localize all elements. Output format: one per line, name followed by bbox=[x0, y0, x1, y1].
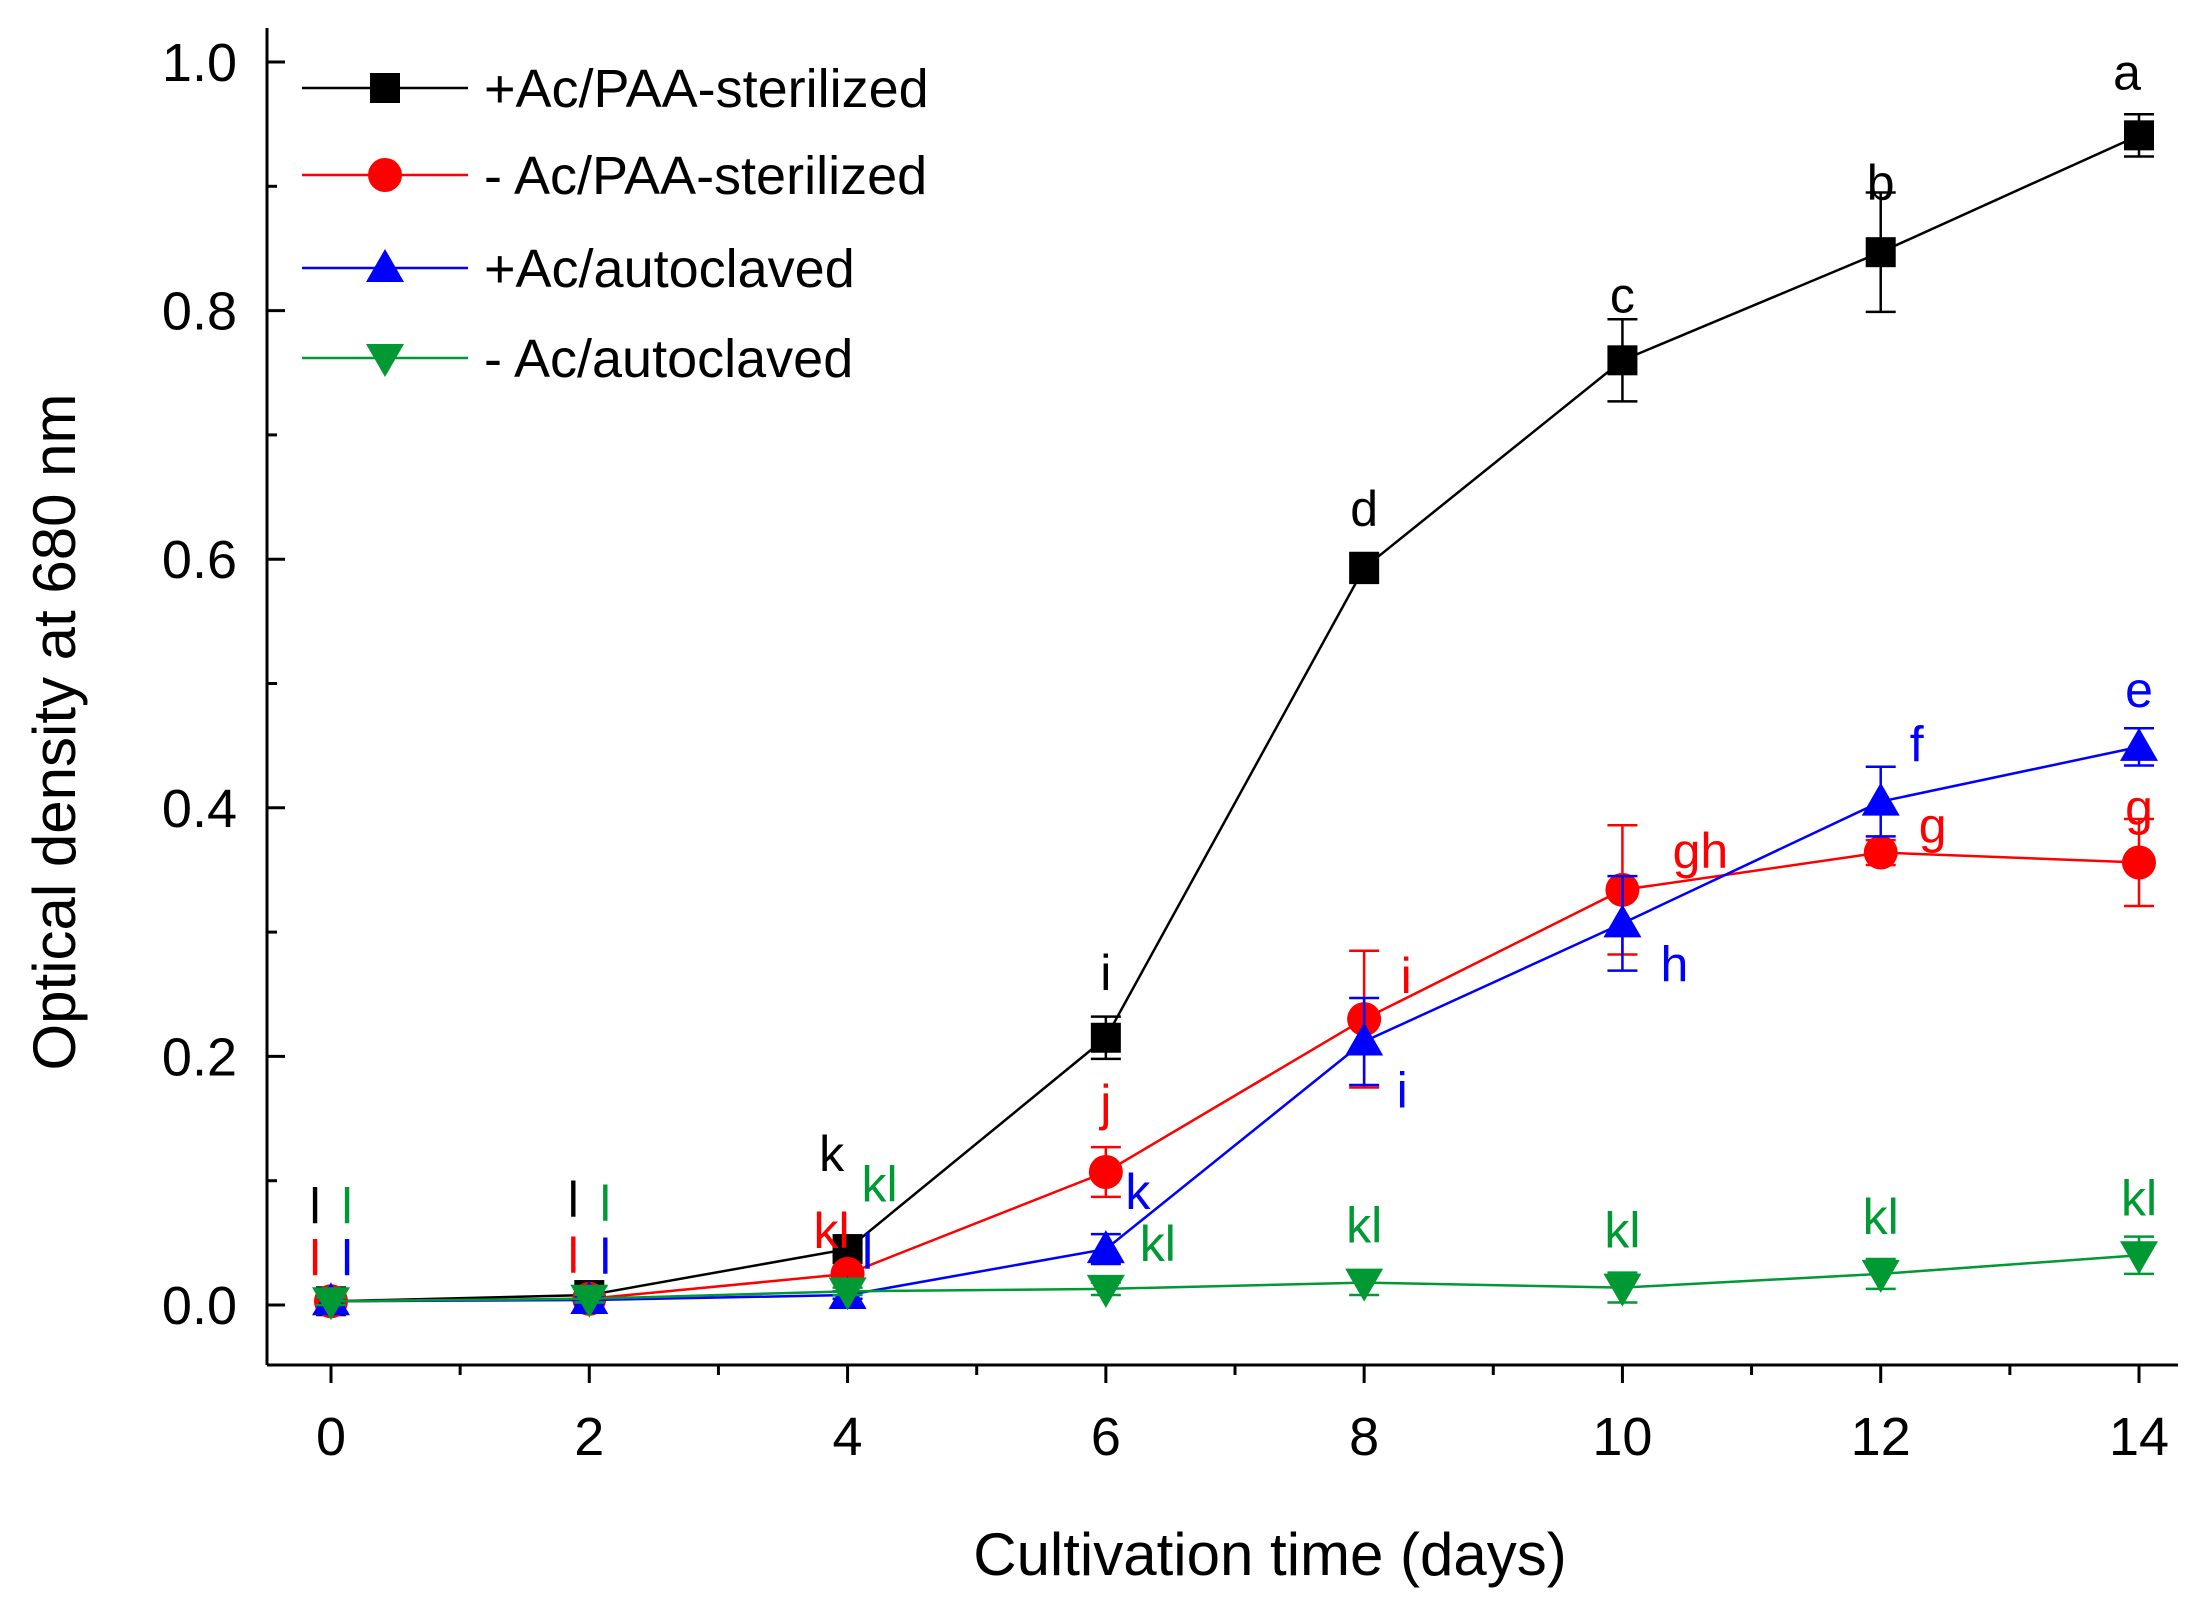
significance-letter: kl bbox=[2121, 1170, 2157, 1226]
y-tick-label: 0.8 bbox=[162, 282, 237, 342]
data-point bbox=[1863, 835, 1898, 870]
significance-letter: j bbox=[1098, 1075, 1111, 1131]
data-point bbox=[1086, 1274, 1125, 1308]
data-point bbox=[1086, 1230, 1125, 1264]
x-axis-title: Cultivation time (days) bbox=[973, 1521, 1567, 1588]
significance-letter: b bbox=[1867, 155, 1895, 211]
legend: +Ac/PAA-sterilized - Ac/PAA-sterilized +Ac… bbox=[302, 59, 929, 389]
data-point bbox=[312, 1287, 350, 1321]
significance-letter: i bbox=[1401, 948, 1412, 1004]
significance-letter: l bbox=[862, 1224, 873, 1280]
data-point bbox=[2124, 120, 2154, 151]
data-point bbox=[828, 1277, 867, 1311]
significance-letter: h bbox=[1661, 936, 1689, 992]
legend-item-1: - Ac/PAA-sterilized bbox=[302, 146, 927, 206]
x-tick-label: 2 bbox=[574, 1407, 604, 1467]
significance-letter: l bbox=[600, 1229, 611, 1285]
series-line bbox=[330, 851, 2140, 1303]
y-tick-label: 0.2 bbox=[162, 1027, 237, 1087]
series-line bbox=[330, 745, 2140, 1303]
data-point bbox=[2120, 727, 2158, 761]
x-tick-label: 12 bbox=[1851, 1407, 1911, 1467]
legend-label: +Ac/autoclaved bbox=[484, 239, 855, 299]
x-tick-label: 6 bbox=[1091, 1407, 1121, 1467]
data-point bbox=[570, 1284, 609, 1318]
x-tick-label: 0 bbox=[316, 1407, 346, 1467]
significance-letter: l bbox=[600, 1176, 611, 1232]
data-point bbox=[1861, 782, 1900, 816]
legend-label: - Ac/autoclaved bbox=[484, 329, 853, 389]
significance-letter: g bbox=[2125, 779, 2153, 835]
legend-marker bbox=[370, 73, 400, 103]
data-point bbox=[1607, 345, 1638, 376]
y-tick-label: 1.0 bbox=[162, 33, 237, 93]
significance-letter: e bbox=[2125, 662, 2153, 718]
significance-letter: l bbox=[568, 1228, 579, 1284]
significance-letter: kl bbox=[1863, 1189, 1899, 1245]
legend-marker bbox=[366, 249, 404, 282]
significance-letter: k bbox=[819, 1126, 845, 1182]
significance-letter: l bbox=[309, 1230, 320, 1286]
data-point bbox=[1345, 1022, 1384, 1056]
y-tick-label: 0.0 bbox=[162, 1276, 237, 1336]
significance-letter: l bbox=[341, 1178, 352, 1234]
series-line bbox=[330, 1254, 2140, 1303]
significance-letter: g bbox=[1919, 798, 1947, 854]
legend-marker bbox=[368, 158, 402, 192]
data-point bbox=[1603, 904, 1642, 938]
data-point bbox=[1603, 1273, 1642, 1307]
legend-label: - Ac/PAA-sterilized bbox=[484, 146, 927, 206]
significance-letter: k bbox=[1125, 1164, 1151, 1220]
series-3 bbox=[312, 1235, 2158, 1321]
significance-letter: kl bbox=[862, 1156, 898, 1212]
legend-item-3: - Ac/autoclaved bbox=[302, 329, 853, 389]
data-point bbox=[1865, 237, 1896, 268]
significance-letter: kl bbox=[814, 1203, 850, 1259]
data-point bbox=[2122, 845, 2156, 880]
significance-letter: l bbox=[568, 1172, 579, 1228]
x-tick-label: 10 bbox=[1592, 1407, 1652, 1467]
significance-letter: l bbox=[309, 1178, 320, 1234]
data-point bbox=[1090, 1022, 1121, 1053]
data-point bbox=[2120, 1241, 2158, 1275]
axes: 0.0 0.2 0.4 0.6 0.8 1.0 0 2 4 6 8 10 12 14 bbox=[162, 28, 2178, 1467]
legend-marker bbox=[366, 344, 404, 377]
y-axis-title: Optical density at 680 nm bbox=[21, 393, 88, 1070]
x-tick-label: 4 bbox=[833, 1407, 863, 1467]
significance-letter: l bbox=[341, 1230, 352, 1286]
legend-item-0: +Ac/PAA-sterilized bbox=[302, 59, 929, 119]
significance-letter: kl bbox=[1346, 1198, 1382, 1254]
significance-letter: a bbox=[2113, 44, 2141, 100]
significance-letter: kl bbox=[1140, 1216, 1176, 1272]
significance-letter: kl bbox=[1604, 1203, 1640, 1259]
significance-letter: gh bbox=[1673, 823, 1729, 879]
data-point bbox=[1861, 1259, 1900, 1293]
data-point bbox=[1345, 1268, 1384, 1302]
x-tick-label: 8 bbox=[1349, 1407, 1379, 1467]
significance-letter: d bbox=[1350, 481, 1378, 537]
legend-label: +Ac/PAA-sterilized bbox=[484, 59, 929, 119]
significance-letter: c bbox=[1610, 267, 1635, 323]
significance-letter: i bbox=[1397, 1062, 1408, 1118]
significance-letter: i bbox=[1100, 945, 1111, 1001]
legend-item-2: +Ac/autoclaved bbox=[302, 239, 855, 299]
y-tick-label: 0.4 bbox=[162, 779, 237, 839]
data-point bbox=[1088, 1154, 1123, 1189]
series-line bbox=[330, 134, 2140, 1303]
significance-letter: f bbox=[1910, 717, 1924, 773]
series-layer bbox=[312, 112, 2158, 1321]
data-point bbox=[1349, 552, 1380, 583]
x-tick-label: 14 bbox=[2109, 1407, 2169, 1467]
y-tick-label: 0.6 bbox=[162, 530, 237, 590]
